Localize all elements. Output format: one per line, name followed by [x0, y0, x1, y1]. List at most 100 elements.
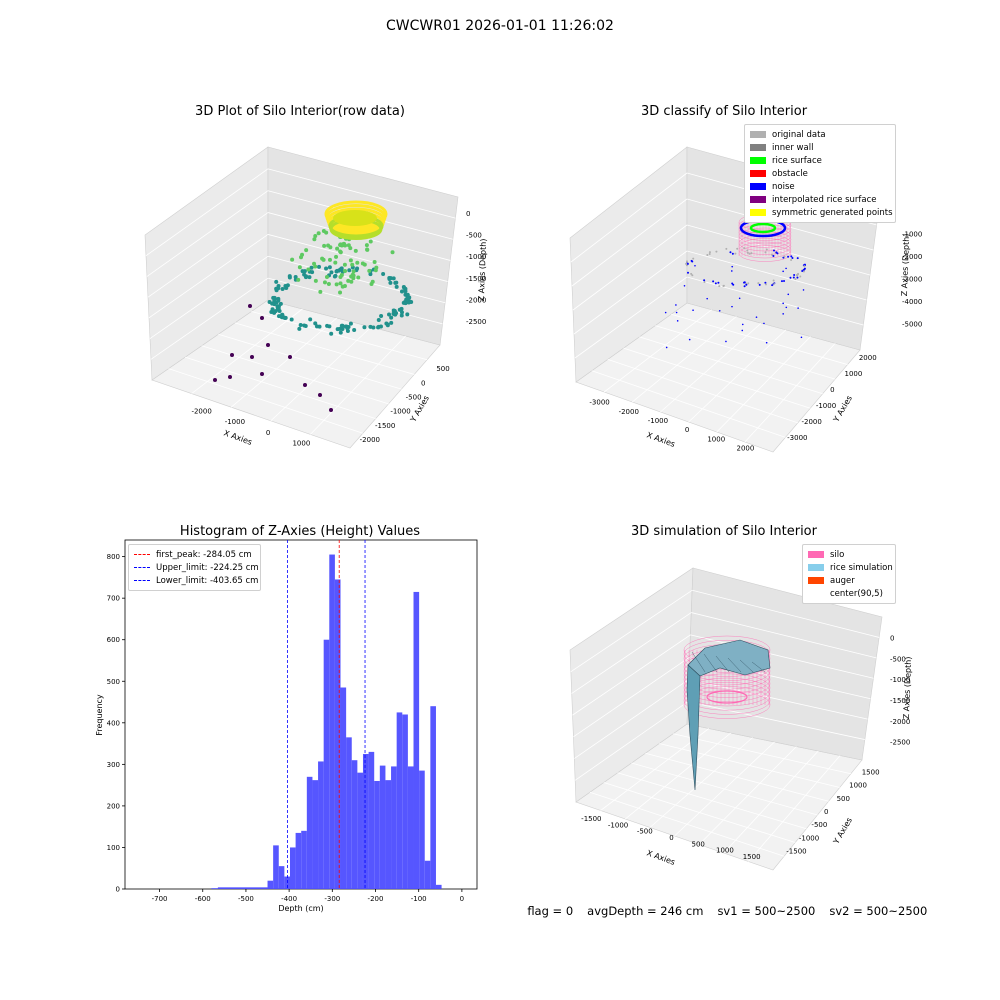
p2-point [743, 281, 746, 284]
p2-gridline [603, 309, 712, 393]
p3-bar [396, 712, 403, 889]
p2-point [708, 251, 711, 254]
p1-point [324, 274, 329, 279]
p1-back-right-pane [267, 146, 459, 346]
p3-y-tick-label: 700 [107, 595, 120, 603]
p2-noise-point [787, 293, 790, 296]
p2-point [790, 255, 793, 258]
p2-noise-point [738, 297, 741, 300]
p1-point [342, 262, 347, 267]
p3-bar [346, 737, 352, 889]
p1-point [335, 246, 340, 251]
p3-bar [306, 776, 313, 889]
p1-point [296, 277, 301, 282]
p1-point [368, 272, 373, 277]
legend-label: center(90,5) [830, 588, 883, 599]
p1-point [272, 299, 277, 304]
p1-point [329, 408, 333, 412]
p1-point [399, 289, 404, 294]
footer-stats: flag = 0 avgDepth = 246 cm sv1 = 500~2500 s… [520, 890, 941, 918]
p1-point [293, 275, 298, 280]
p1-point [368, 239, 373, 244]
p3-bar [312, 780, 319, 889]
p1-point [388, 280, 393, 285]
p1-y-tick-label: 500 [436, 365, 449, 373]
p4-surface-mesh [703, 653, 718, 673]
p1-point [364, 243, 369, 248]
p4-x-tick-label: 1500 [743, 853, 761, 861]
panel3-legend: first_peak: -284.05 cm Upper_limit: -224.… [128, 544, 261, 591]
p2-noise-point [755, 316, 758, 318]
p4-x-tick-label: -500 [637, 828, 653, 836]
p1-point [362, 325, 367, 330]
p1-point [403, 301, 408, 306]
p1-point [250, 355, 254, 359]
p2-point [799, 275, 802, 278]
p1-point [248, 304, 252, 308]
legend-entry: first_peak: -284.05 cm [134, 548, 255, 561]
p4-gridline [659, 743, 840, 788]
p1-point [373, 268, 378, 273]
p2-noise-point [782, 270, 784, 273]
p1-point [326, 243, 331, 248]
legend-label: obstacle [772, 168, 808, 179]
p1-gridline [270, 326, 372, 422]
p2-z-tick-label: -2000 [902, 253, 922, 261]
p2-point [712, 280, 715, 283]
legend-entry: Upper_limit: -224.25 cm [134, 561, 259, 574]
legend-swatch [750, 183, 766, 190]
p1-point [316, 231, 321, 236]
p1-point [266, 343, 270, 347]
p2-point [731, 252, 734, 255]
p1-rice-top [325, 204, 387, 230]
p1-point [387, 277, 392, 282]
legend-entry: symmetric generated points [750, 206, 893, 219]
flag-text: flag = 0 [527, 904, 574, 918]
p1-point [349, 279, 354, 284]
p2-gridline [632, 316, 737, 403]
p2-y-tick-label: -3000 [787, 434, 807, 442]
p4-z-tick-label: 0 [890, 634, 894, 642]
p3-bar [351, 760, 358, 889]
p1-rice-top [324, 200, 388, 228]
p1-point [290, 257, 295, 262]
p1-z-tick-label: -2000 [466, 297, 486, 305]
panel2-title: 3D classify of Silo Interior [640, 104, 808, 119]
p1-point [329, 331, 334, 336]
p1-point [334, 282, 339, 287]
p1-point [390, 250, 395, 255]
legend-label: Upper_limit: -224.25 cm [156, 562, 259, 573]
p4-surface-mesh [715, 655, 730, 673]
legend-entry: rice surface [750, 154, 890, 167]
legend-label: inner wall [772, 142, 814, 153]
p1-point [394, 280, 399, 285]
p2-z-tick-label: -5000 [902, 321, 922, 329]
p1-point [391, 276, 396, 281]
p2-gridline [571, 198, 688, 287]
p4-z-tick-label: -1500 [890, 697, 910, 705]
p2-noise-point [688, 338, 691, 341]
p1-x-axis-label: X Axies [222, 428, 253, 447]
p1-point [297, 326, 302, 331]
p1-point [367, 268, 372, 273]
p1-point [342, 241, 347, 246]
p1-point [280, 312, 285, 317]
p4-gridline [603, 782, 796, 843]
p2-gridline [671, 313, 848, 365]
p1-z-axis-label: Z Axies (Depth) [477, 238, 488, 301]
p2-noise-point [741, 329, 744, 332]
p4-gridline [687, 701, 865, 740]
p1-point [348, 258, 353, 263]
p1-gridline [251, 311, 428, 361]
p4-gridline [570, 589, 693, 673]
p2-point [715, 250, 718, 253]
p2-noise-point [741, 323, 744, 326]
legend-entry: original data [750, 128, 890, 141]
p1-z-tick-label: -1500 [466, 275, 486, 283]
legend-swatch [808, 564, 824, 571]
legend-swatch [750, 170, 766, 177]
p3-x-tick-label: -500 [238, 895, 254, 903]
p1-point [317, 264, 322, 269]
p1-point [304, 274, 309, 279]
p1-point [318, 393, 322, 397]
